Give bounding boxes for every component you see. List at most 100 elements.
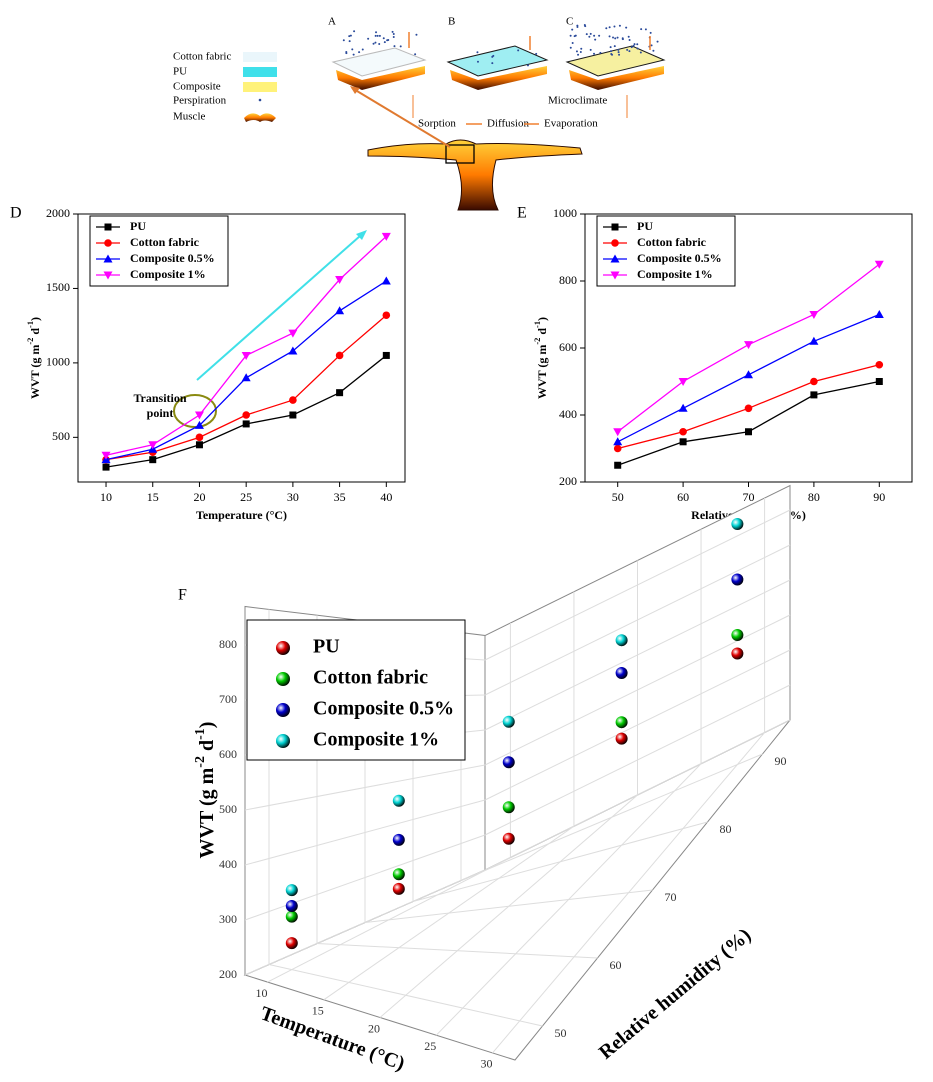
legend-text: Composite 0.5% — [637, 251, 722, 265]
point — [392, 833, 405, 846]
perspiration-dot — [613, 25, 616, 28]
legend-text: Composite 0.5% — [130, 251, 215, 265]
perspiration-dot — [351, 48, 354, 51]
marker — [744, 404, 753, 413]
legend-text: Composite 0.5% — [313, 698, 454, 720]
swatch — [243, 82, 277, 92]
plot-frame — [77, 213, 406, 483]
perspiration-dot — [345, 52, 348, 55]
focus-box — [445, 144, 475, 164]
perspiration-dot — [374, 34, 377, 37]
marker — [875, 360, 884, 369]
perspiration-dot — [571, 42, 574, 45]
marker — [194, 420, 204, 429]
axis-title-part: WVT (g m — [535, 345, 549, 399]
x-tick-label: 80 — [808, 490, 820, 504]
perspiration-dot — [391, 30, 394, 33]
marker — [614, 461, 622, 469]
perspiration-dot — [393, 45, 396, 48]
marker — [101, 451, 111, 460]
legend-text: PU — [130, 219, 146, 233]
perspiration-dot — [593, 34, 596, 37]
perspiration-dot — [352, 53, 355, 56]
perspiration-dot — [583, 24, 586, 27]
process-step: Evaporation — [544, 118, 598, 130]
perspiration-dot — [616, 36, 619, 39]
marker — [195, 433, 204, 442]
legend-text: PU — [173, 66, 187, 78]
z-tick-label: 800 — [219, 637, 237, 651]
perspiration-dot — [569, 46, 572, 49]
axis-title: WVT (g m-2 d-1) — [193, 722, 218, 859]
perspiration-dot — [392, 36, 395, 39]
legend-marker — [610, 254, 620, 263]
perspiration-dot — [593, 52, 596, 55]
marker — [195, 441, 203, 449]
perspiration-dot — [656, 40, 659, 43]
x-tick-label: 30 — [481, 1057, 493, 1071]
marker — [382, 351, 390, 359]
legend-text: Composite 1% — [313, 729, 439, 751]
y-tick-label: 80 — [720, 822, 732, 836]
axis-title-part: d — [535, 328, 549, 338]
grid-line — [316, 943, 598, 959]
x-tick-label: 35 — [334, 490, 346, 504]
z-tick-label: 700 — [219, 692, 237, 706]
x-tick-label: 60 — [677, 490, 689, 504]
perspiration-dot — [375, 31, 378, 34]
point — [731, 647, 744, 660]
point — [615, 634, 628, 647]
grid-line — [268, 964, 543, 1027]
marker — [678, 403, 688, 412]
marker — [335, 276, 345, 285]
marker — [745, 428, 752, 436]
perspiration-dot — [628, 50, 631, 53]
z-tick-label: 400 — [219, 857, 237, 871]
pu-layer — [446, 45, 549, 77]
legend-marker — [610, 271, 620, 280]
legend-marker — [103, 271, 113, 280]
perspiration-dot — [627, 35, 630, 38]
perspiration-dot — [576, 26, 579, 29]
perspiration-dot — [571, 28, 574, 31]
perspiration-dot — [609, 46, 612, 49]
muscle — [450, 66, 547, 90]
marker — [289, 411, 297, 419]
perspiration-dot — [569, 34, 572, 37]
point — [392, 882, 405, 895]
y-tick-label: 800 — [559, 273, 577, 287]
point — [731, 573, 744, 586]
annotation: Transition point — [133, 391, 186, 420]
perspiration-dot — [636, 47, 639, 50]
marker — [242, 420, 250, 428]
perspiration-dot — [610, 50, 613, 53]
point — [392, 868, 405, 881]
perspiration-dot — [628, 38, 631, 41]
perspiration-dot — [639, 51, 642, 54]
perspiration-dot — [526, 64, 529, 67]
perspiration-dot — [378, 43, 381, 46]
marker — [744, 341, 753, 350]
y-tick-label: 600 — [559, 340, 577, 354]
point — [285, 910, 298, 923]
microclimate-label: Microclimate — [548, 95, 607, 107]
perspiration-dot — [585, 33, 588, 36]
legend-marker — [104, 223, 112, 231]
marker — [241, 351, 251, 360]
panel-label: F — [178, 587, 187, 604]
perspiration-dot — [353, 30, 356, 33]
axis-title-part: d — [28, 328, 42, 338]
perspiration-dot — [414, 53, 417, 56]
x-tick-label: 15 — [147, 490, 159, 504]
perspiration-dot — [594, 38, 597, 41]
perspiration-dot — [491, 62, 494, 65]
marker — [809, 311, 819, 319]
perspiration-dot — [492, 54, 495, 57]
x-tick-label: 50 — [612, 490, 624, 504]
perspiration-dot — [612, 36, 615, 39]
series-line — [105, 280, 387, 461]
x-tick-label: 10 — [256, 986, 268, 1000]
x-tick-label: 10 — [100, 490, 112, 504]
legend-text: Muscle — [173, 111, 206, 123]
y-axis-title: Relative humidity (%) — [595, 924, 756, 1064]
